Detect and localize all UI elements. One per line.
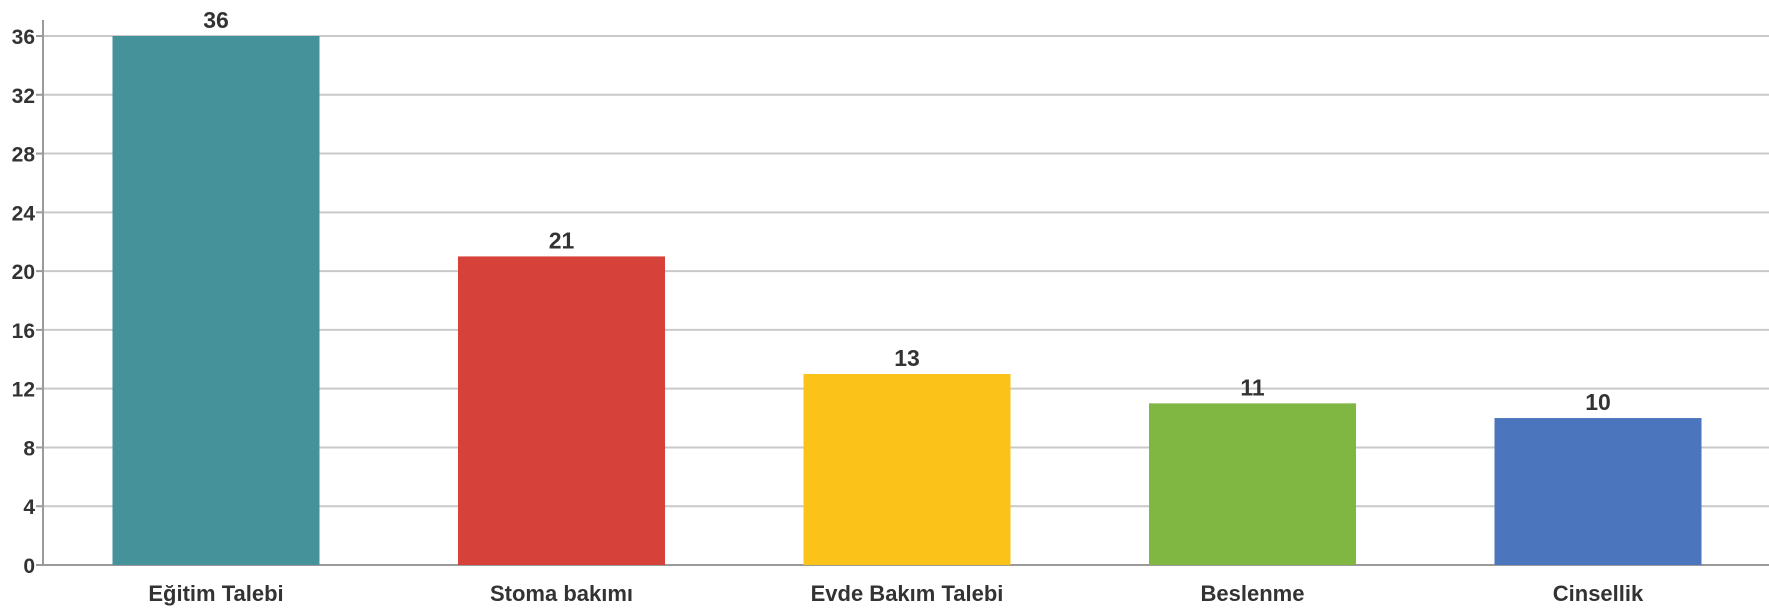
y-tick-label: 16 [12, 320, 35, 343]
bar [1149, 403, 1356, 565]
x-tick-label: Cinsellik [1553, 581, 1644, 606]
bars [112, 36, 1702, 565]
x-tick-label: Beslenme [1201, 581, 1305, 606]
y-tick-label: 32 [12, 85, 35, 108]
x-tick-label: Stoma bakımı [490, 581, 633, 606]
data-label: 36 [203, 7, 229, 33]
y-tick-label: 4 [23, 496, 35, 519]
y-tick-label: 8 [23, 437, 35, 460]
labels: 0 4 8 12 16 20 24 28 32 36 36 Eğitim Talebi 21 Stoma … [12, 7, 1644, 606]
data-label: 10 [1585, 389, 1611, 415]
x-tick-label: Evde Bakım Talebi [811, 581, 1004, 606]
y-tick-label: 20 [12, 261, 35, 284]
y-tick-label: 36 [12, 26, 35, 49]
bar [803, 373, 1011, 565]
data-label: 11 [1240, 374, 1265, 400]
bar [1494, 418, 1702, 565]
y-tick-label: 12 [12, 379, 35, 402]
data-label: 13 [894, 345, 920, 371]
gridlines [43, 35, 1769, 508]
bar [458, 256, 665, 565]
y-tick-label: 28 [12, 144, 36, 167]
data-label: 21 [549, 227, 575, 253]
y-tick-label: 0 [23, 555, 35, 578]
y-tick-label: 24 [12, 202, 36, 225]
bar [112, 36, 320, 565]
x-tick-label: Eğitim Talebi [148, 581, 283, 606]
